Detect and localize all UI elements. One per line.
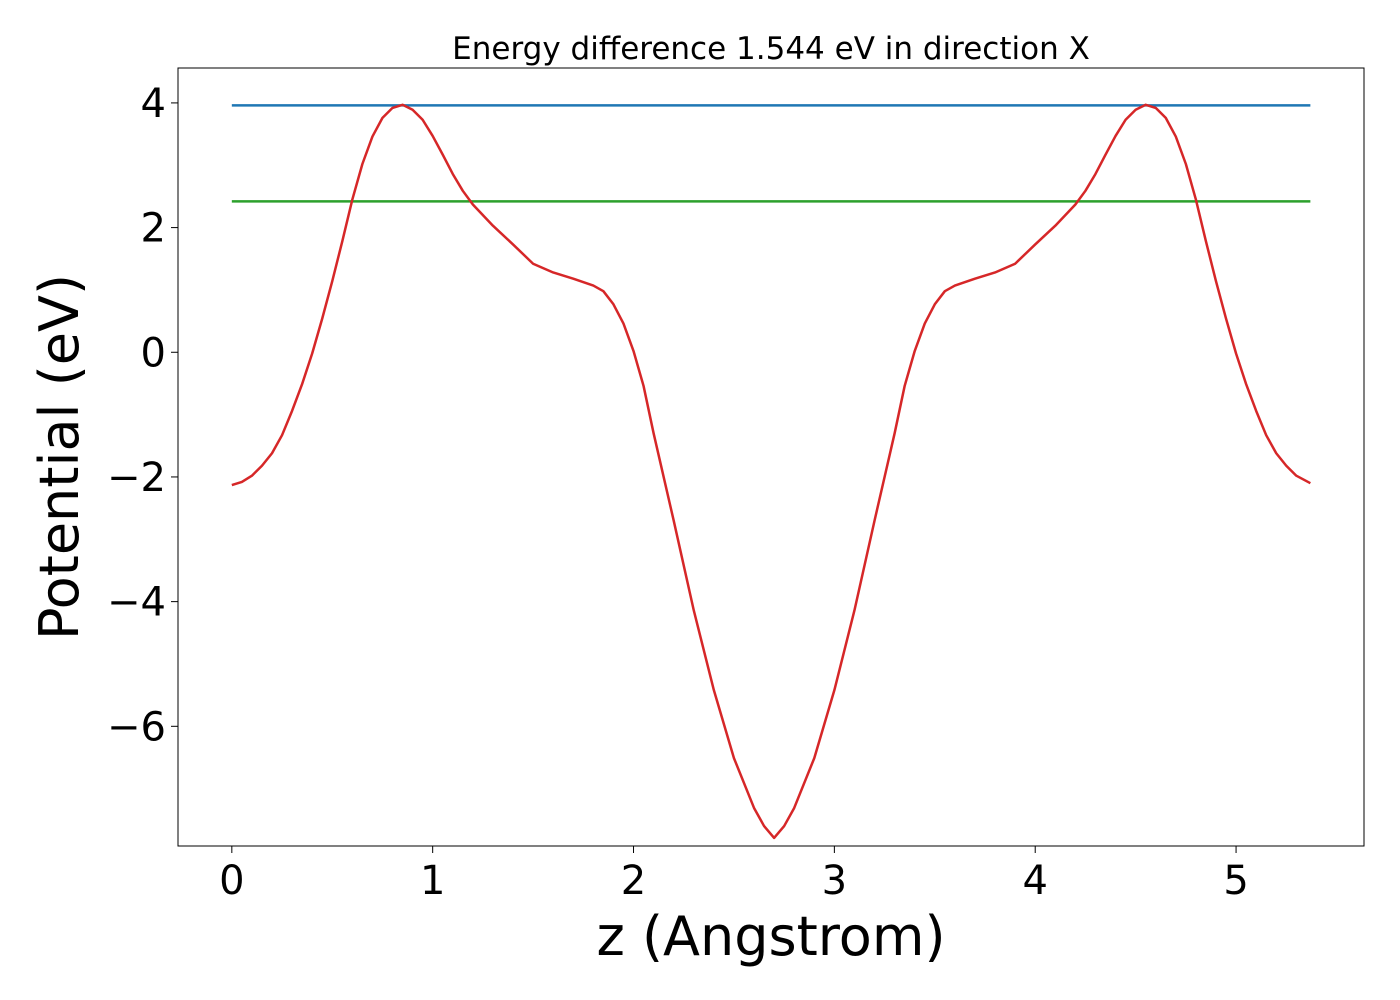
y-axis-label: Potential (eV) xyxy=(28,274,91,640)
x-tick-label: 5 xyxy=(1223,858,1248,904)
x-tick-label: 0 xyxy=(219,858,244,904)
y-tick-label: 4 xyxy=(141,81,166,127)
y-tick-label: −4 xyxy=(107,580,166,626)
y-tick-label: 0 xyxy=(141,330,166,376)
x-tick-label: 4 xyxy=(1022,858,1047,904)
y-tick-label: −2 xyxy=(107,455,166,501)
x-tick-label: 3 xyxy=(822,858,847,904)
y-tick-label: −6 xyxy=(107,704,166,750)
plot-frame xyxy=(177,67,1365,847)
y-tick-label: 2 xyxy=(141,206,166,252)
line-series xyxy=(231,103,1311,840)
x-axis-label: z (Angstrom) xyxy=(596,905,945,968)
x-tick-label: 2 xyxy=(621,858,646,904)
x-tick-label: 1 xyxy=(420,858,445,904)
chart-title: Energy difference 1.544 eV in direction … xyxy=(452,31,1090,67)
